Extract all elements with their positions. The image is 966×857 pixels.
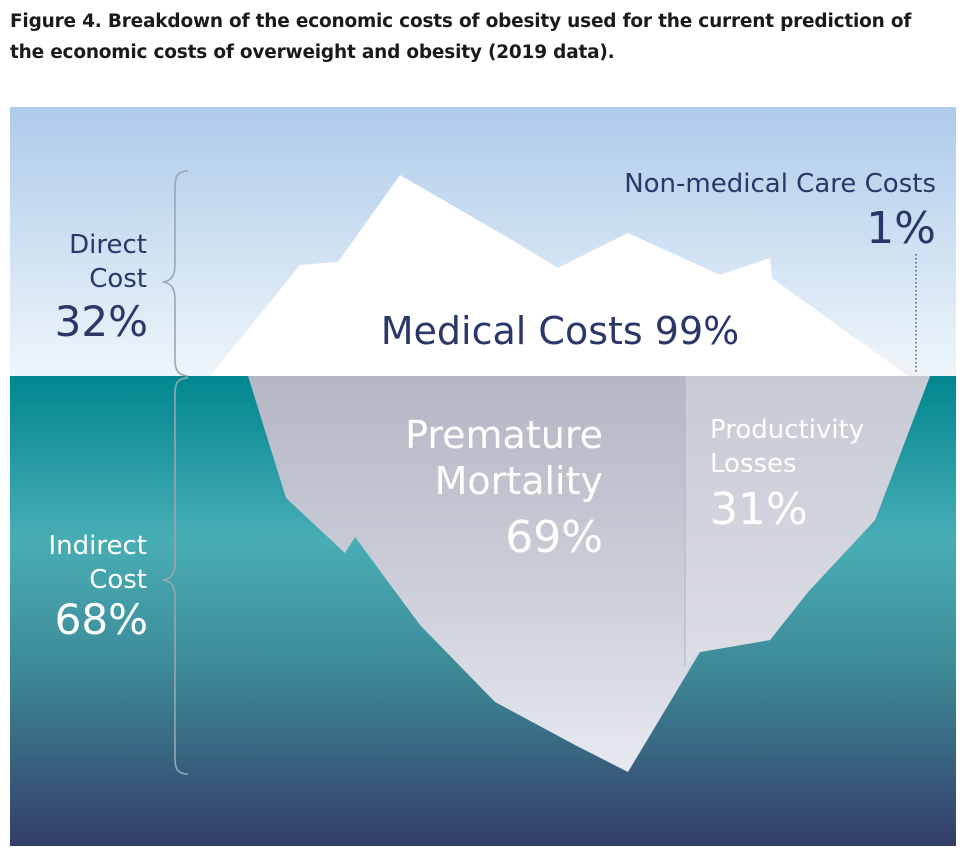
productivity-percent: 31%	[710, 484, 808, 535]
premature-percent: 69%	[505, 512, 603, 563]
medical-costs-label: Medical Costs 99%	[381, 309, 739, 353]
indirect-label-line1: Indirect	[49, 531, 147, 561]
premature-line1: Premature	[405, 413, 603, 457]
direct-bracket	[162, 170, 189, 377]
indirect-label-line2: Cost	[89, 565, 147, 595]
non-medical-percent: 1%	[866, 203, 936, 254]
iceberg-tip	[210, 175, 930, 376]
indirect-bracket	[162, 377, 189, 775]
non-medical-label: Non-medical Care Costs	[624, 169, 936, 199]
direct-label-line1: Direct	[69, 230, 147, 260]
iceberg-base-productivity	[685, 376, 930, 666]
productivity-line1: Productivity	[710, 415, 864, 445]
indirect-percent: 68%	[55, 595, 148, 644]
iceberg-tip-shade	[852, 336, 930, 376]
direct-label-line2: Cost	[89, 264, 147, 294]
premature-line2: Mortality	[435, 459, 603, 503]
figure-caption: Figure 4. Breakdown of the economic cost…	[10, 11, 912, 63]
direct-percent: 32%	[55, 297, 148, 346]
productivity-line2: Losses	[710, 449, 797, 479]
